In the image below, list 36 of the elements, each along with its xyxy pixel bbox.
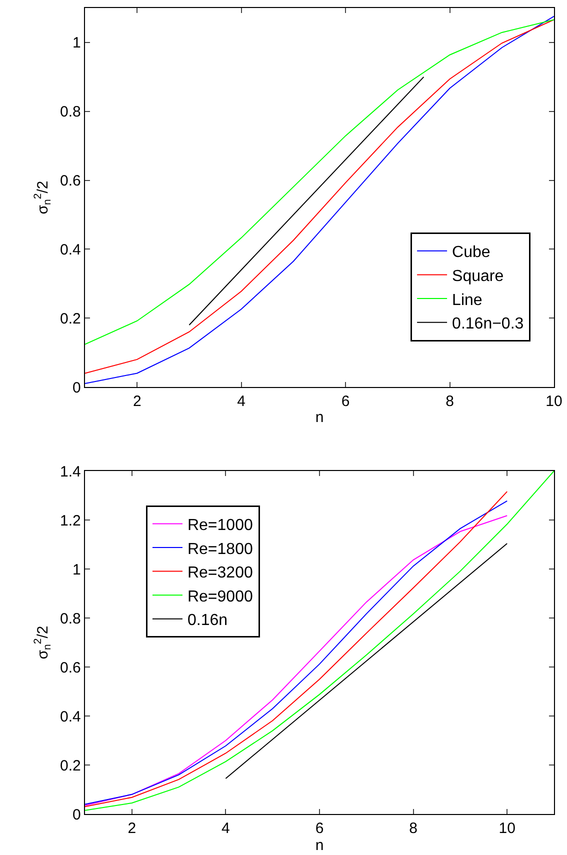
- legend-label: Square: [452, 268, 504, 285]
- legend-label: Re=1000: [187, 516, 253, 534]
- line-series: [85, 471, 554, 811]
- legend-label: Re=9000: [187, 588, 253, 606]
- y-tick-label: 1.2: [60, 512, 81, 530]
- y-tick-label: 0.2: [60, 310, 81, 328]
- y-tick-label: 0.2: [60, 757, 81, 774]
- legend-label: Re=3200: [187, 564, 253, 582]
- y-tick-label: 0.8: [60, 610, 81, 628]
- y-tick-label: 1.4: [60, 463, 81, 480]
- y-tick-label: 0.4: [60, 708, 81, 726]
- x-tick-label: 2: [132, 393, 142, 410]
- legend-label: Re=1800: [187, 540, 253, 558]
- y-tick-label: 0: [72, 379, 81, 396]
- y-tick-label: 1: [72, 34, 81, 52]
- x-tick-label: 6: [341, 393, 350, 410]
- legend-label: 0.16n−0.3: [452, 316, 524, 333]
- x-tick-label: 8: [446, 393, 454, 410]
- legend-label: 0.16n: [187, 612, 228, 630]
- legend-label: Line: [452, 292, 482, 309]
- y-tick-label: 0.4: [60, 241, 81, 258]
- x-axis-title: n: [315, 837, 324, 854]
- x-tick-label: 10: [546, 393, 562, 410]
- x-tick-label: 8: [409, 820, 418, 838]
- x-axis-title: n: [315, 409, 324, 426]
- x-tick-label: 4: [237, 393, 246, 410]
- x-tick-label: 10: [498, 820, 516, 838]
- y-tick-label: 0.6: [60, 659, 81, 676]
- y-tick-label: 1: [72, 561, 81, 578]
- y-tick-label: 0: [72, 806, 81, 824]
- x-tick-label: 2: [128, 820, 136, 838]
- legend-label: Cube: [452, 244, 490, 262]
- x-tick-label: 4: [222, 820, 230, 838]
- y-tick-label: 0.8: [60, 104, 81, 121]
- x-tick-label: 6: [315, 820, 324, 838]
- y-tick-label: 0.6: [60, 172, 81, 190]
